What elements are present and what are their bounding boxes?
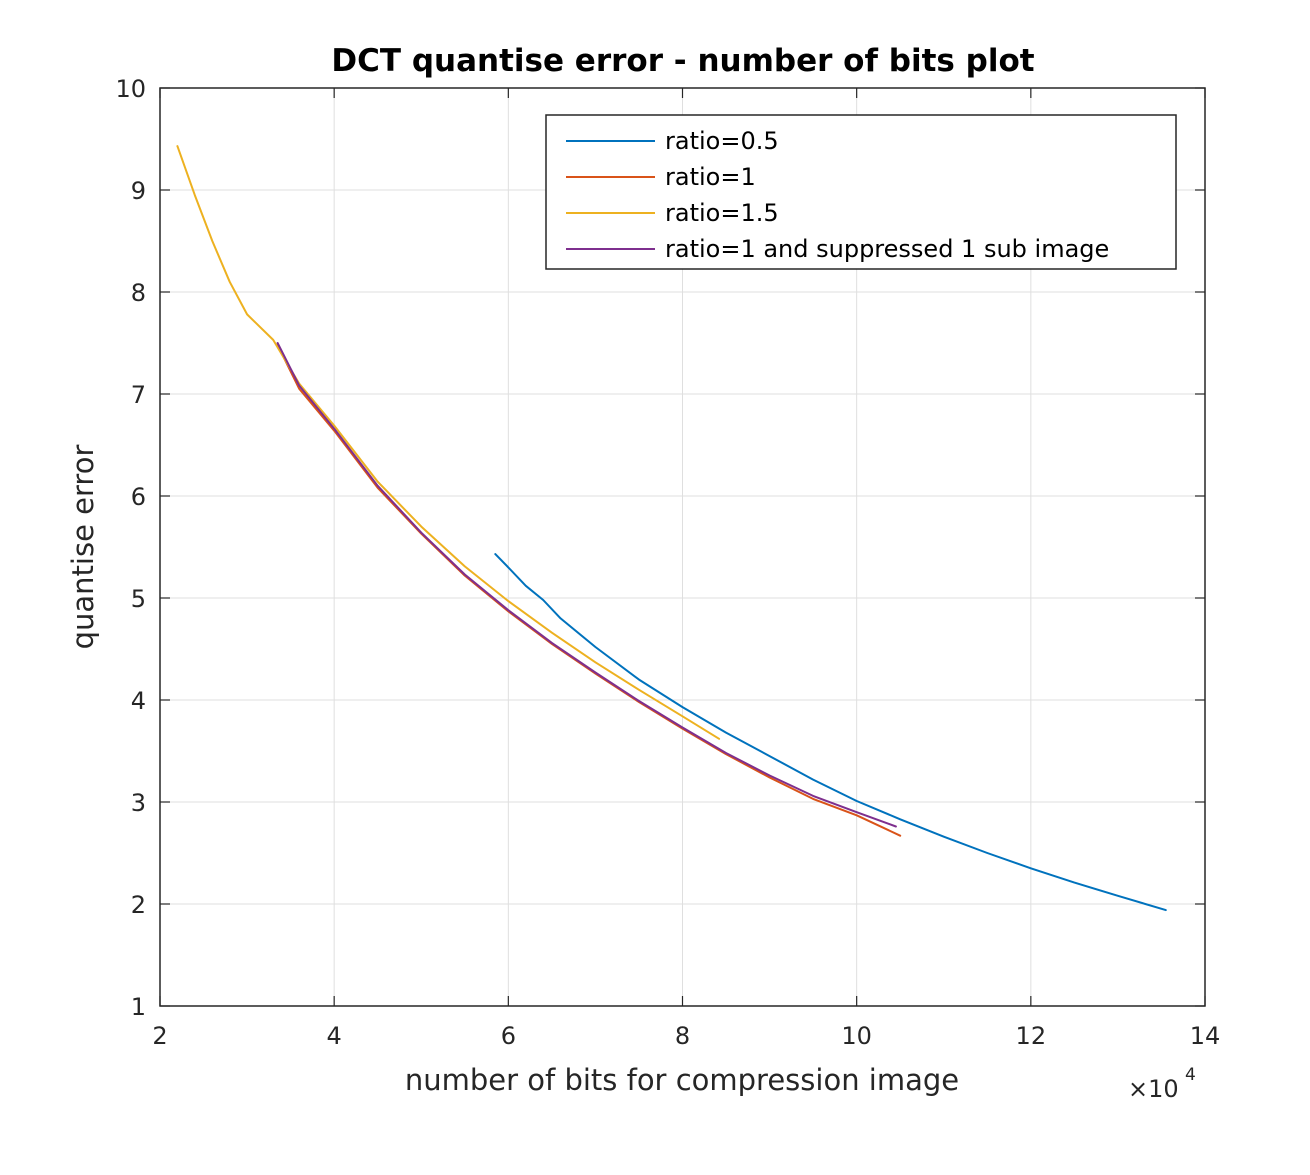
x-exponent-prefix: ×10 [1128, 1075, 1179, 1103]
legend-label-3: ratio=1.5 [665, 199, 779, 227]
x-tick-label: 8 [675, 1022, 690, 1050]
y-tick-label: 2 [131, 891, 146, 919]
x-tick-label: 2 [152, 1022, 167, 1050]
x-tick-labels: 2 4 6 8 10 12 14 [152, 1022, 1220, 1050]
x-axis-label: number of bits for compression image [405, 1063, 959, 1097]
series-lines [176, 145, 1167, 912]
y-tick-label: 6 [131, 483, 146, 511]
y-tick-label: 10 [115, 75, 146, 103]
x-exponent-label: ×10 4 [1128, 1065, 1196, 1103]
tick-marks [159, 87, 1206, 1007]
series-line-4 [276, 342, 897, 828]
chart-title: DCT quantise error - number of bits plot [331, 43, 1034, 79]
y-tick-label: 5 [131, 585, 146, 613]
legend-label-4: ratio=1 and suppressed 1 sub image [665, 235, 1109, 263]
y-tick-label: 7 [131, 381, 146, 409]
y-axis-label: quantise error [66, 445, 100, 650]
legend-label-2: ratio=1 [665, 163, 756, 191]
x-tick-label: 14 [1190, 1022, 1221, 1050]
y-tick-label: 4 [131, 687, 146, 715]
x-tick-label: 12 [1016, 1022, 1047, 1050]
x-tick-label: 6 [501, 1022, 516, 1050]
y-tick-label: 8 [131, 279, 146, 307]
x-tick-label: 10 [841, 1022, 872, 1050]
y-tick-labels: 1 2 3 4 5 6 7 8 9 10 [115, 75, 146, 1021]
legend: ratio=0.5 ratio=1 ratio=1.5 ratio=1 and sup… [545, 114, 1177, 270]
x-tick-label: 4 [327, 1022, 342, 1050]
legend-label-1: ratio=0.5 [665, 127, 779, 155]
y-tick-label: 3 [131, 789, 146, 817]
y-tick-label: 9 [131, 177, 146, 205]
x-exponent-power: 4 [1185, 1065, 1196, 1085]
series-line-3 [176, 145, 721, 740]
y-tick-label: 1 [131, 993, 146, 1021]
series-line-1 [494, 553, 1167, 912]
